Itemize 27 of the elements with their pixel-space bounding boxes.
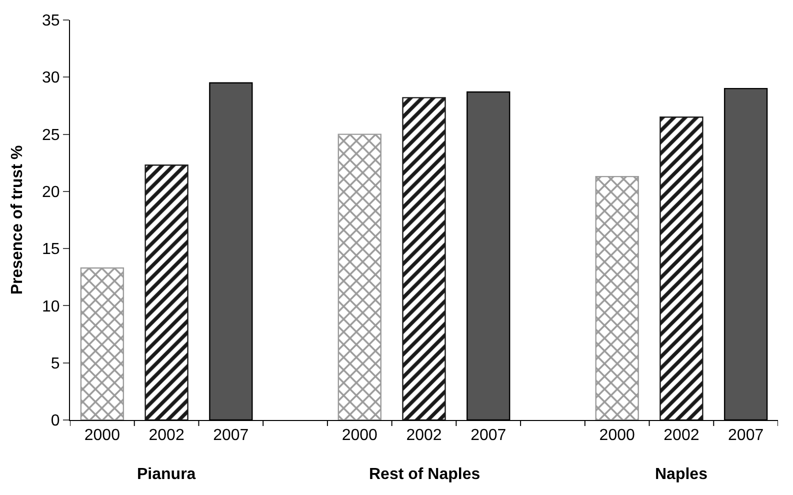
x-tick-label: 2007	[728, 427, 764, 444]
bar	[402, 97, 446, 420]
x-tick-label: 2007	[470, 427, 506, 444]
text: Naples	[655, 466, 708, 483]
y-tick-label: 5	[50, 355, 60, 372]
y-tick-label: 20	[42, 184, 60, 202]
bar	[144, 164, 188, 420]
x-tick-label: 2002	[406, 427, 442, 444]
bar	[80, 267, 124, 420]
x-tick-label: 2007	[213, 427, 249, 444]
x-tick-label: 2000	[84, 427, 120, 444]
y-axis-title: Presence of trust %	[8, 145, 26, 295]
text: Pianura	[137, 466, 196, 483]
bar	[595, 176, 639, 420]
y-tick-label: 30	[42, 70, 60, 87]
x-tick-label: 2000	[599, 427, 635, 444]
x-tick-label: 2002	[148, 427, 184, 444]
x-tick-label: 2000	[342, 427, 378, 444]
y-tick-label: 35	[42, 12, 60, 30]
y-tick-label: 10	[42, 298, 60, 316]
y-tick-label: 15	[42, 241, 60, 258]
text: Rest of Naples	[369, 466, 480, 483]
y-tick-label: 25	[42, 126, 60, 144]
y-tick-label: 0	[50, 412, 60, 430]
x-tick-label: 2002	[664, 427, 700, 444]
bar	[660, 116, 704, 420]
bar	[338, 134, 382, 420]
